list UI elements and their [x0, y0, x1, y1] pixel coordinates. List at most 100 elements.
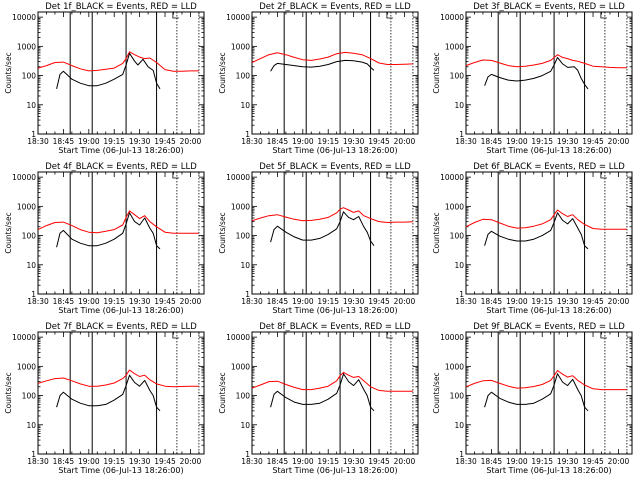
- y-tick-label: 10: [26, 101, 36, 110]
- plot-frame: [251, 11, 419, 135]
- events-series-line: [56, 212, 161, 250]
- x-tick-label: 18:30: [241, 457, 263, 466]
- x-tick-label: 19:30: [557, 457, 579, 466]
- marker-flag: [386, 332, 393, 339]
- events-series-line: [270, 211, 375, 246]
- y-tick-label: 100: [236, 232, 251, 241]
- panel-5: Det 5f_BLACK = Events, RED = LLD 1 10 100 10…: [218, 162, 419, 315]
- x-tick-label: 20:00: [180, 297, 202, 306]
- y-tick-label: 1: [31, 450, 36, 459]
- lld-series-line: [251, 51, 413, 65]
- x-tick-label: 19:15: [317, 297, 339, 306]
- x-tick-label: 18:30: [455, 137, 477, 146]
- y-tick-label: 10000: [226, 333, 250, 342]
- x-tick-label: 19:15: [531, 137, 553, 146]
- marker-flag: [172, 12, 179, 19]
- events-series-line: [484, 56, 589, 90]
- x-tick-label: 19:30: [343, 297, 365, 306]
- y-tick-label: 1000: [445, 362, 464, 371]
- x-tick-label: 20:00: [608, 457, 630, 466]
- x-tick-label: 18:45: [53, 457, 75, 466]
- events-series-line: [484, 373, 589, 412]
- lld-series-line: [465, 370, 627, 391]
- lld-series-line: [465, 209, 627, 230]
- y-tick-label: 1: [459, 290, 464, 299]
- x-tick-label: 18:30: [27, 457, 49, 466]
- x-tick-label: 19:30: [343, 137, 365, 146]
- x-tick-label: 19:15: [103, 297, 125, 306]
- events-series-line: [56, 374, 161, 412]
- y-tick-label: 1000: [231, 202, 250, 211]
- x-tick-label: 18:30: [455, 457, 477, 466]
- y-axis-label: Counts/sec: [218, 212, 227, 253]
- y-axis-label: Counts/sec: [4, 212, 13, 253]
- x-axis-label: Start Time (06-Jul-13 18:26:00): [58, 466, 183, 475]
- x-tick-label: 19:15: [103, 457, 125, 466]
- x-tick-label: 19:30: [557, 297, 579, 306]
- x-tick-label: 18:30: [455, 297, 477, 306]
- y-tick-label: 10: [454, 101, 464, 110]
- x-tick-label: 19:15: [317, 457, 339, 466]
- y-axis-label: Counts/sec: [432, 52, 441, 93]
- y-tick-label: 1000: [445, 202, 464, 211]
- marker-flag: [386, 12, 393, 19]
- panel-4: Det 4f_BLACK = Events, RED = LLD 1 10 100 10…: [4, 162, 205, 315]
- x-tick-label: 18:30: [241, 137, 263, 146]
- x-tick-label: 20:00: [394, 137, 416, 146]
- x-tick-label: 19:00: [292, 137, 314, 146]
- events-series-line: [484, 212, 589, 250]
- panel-1: Det 1f_BLACK = Events, RED = LLD 1 10 100 10…: [4, 2, 205, 155]
- y-axis-label: Counts/sec: [4, 372, 13, 413]
- x-tick-label: 19:30: [343, 457, 365, 466]
- x-tick-label: 19:00: [78, 297, 100, 306]
- x-tick-label: 18:30: [27, 137, 49, 146]
- lld-series-line: [37, 369, 199, 388]
- marker-flag: [386, 172, 393, 179]
- y-tick-label: 10: [240, 421, 250, 430]
- x-tick-label: 19:30: [557, 137, 579, 146]
- x-tick-label: 19:15: [531, 457, 553, 466]
- x-tick-label: 19:00: [292, 457, 314, 466]
- plot-frame: [465, 331, 633, 455]
- panel-title: Det 6f_BLACK = Events, RED = LLD: [473, 162, 625, 172]
- y-tick-label: 1: [459, 450, 464, 459]
- x-tick-label: 19:15: [531, 297, 553, 306]
- x-tick-label: 19:30: [129, 137, 151, 146]
- panel-title: Det 3f_BLACK = Events, RED = LLD: [473, 2, 625, 12]
- plot-frame: [37, 331, 205, 455]
- y-tick-label: 10000: [440, 13, 464, 22]
- x-axis-label: Start Time (06-Jul-13 18:26:00): [486, 146, 611, 155]
- panel-title: Det 5f_BLACK = Events, RED = LLD: [259, 162, 411, 172]
- y-tick-label: 100: [450, 72, 465, 81]
- lld-series-line: [37, 51, 199, 72]
- x-tick-label: 19:15: [103, 137, 125, 146]
- x-tick-label: 18:45: [481, 457, 503, 466]
- panel-9: Det 9f_BLACK = Events, RED = LLD 1 10 100 10…: [432, 322, 633, 475]
- y-axis-label: Counts/sec: [218, 372, 227, 413]
- x-tick-label: 19:00: [292, 297, 314, 306]
- x-tick-label: 19:45: [368, 297, 390, 306]
- marker-flag: [172, 332, 179, 339]
- lld-series-line: [251, 207, 413, 223]
- y-tick-label: 10: [454, 421, 464, 430]
- y-tick-label: 10000: [440, 333, 464, 342]
- y-axis-label: Counts/sec: [4, 52, 13, 93]
- y-tick-label: 10: [240, 261, 250, 270]
- marker-flag: [172, 172, 179, 179]
- panel-title: Det 1f_BLACK = Events, RED = LLD: [45, 2, 197, 12]
- x-tick-label: 19:45: [154, 457, 176, 466]
- panel-6: Det 6f_BLACK = Events, RED = LLD 1 10 100 10…: [432, 162, 633, 315]
- panel-7: Det 7f_BLACK = Events, RED = LLD 1 10 100 10…: [4, 322, 205, 475]
- plot-frame: [465, 171, 633, 295]
- x-tick-label: 20:00: [394, 457, 416, 466]
- panel-title: Det 9f_BLACK = Events, RED = LLD: [473, 322, 625, 332]
- y-tick-label: 100: [236, 72, 251, 81]
- y-tick-label: 10000: [226, 13, 250, 22]
- x-tick-label: 19:00: [78, 137, 100, 146]
- y-tick-label: 10: [26, 421, 36, 430]
- x-tick-label: 18:45: [267, 137, 289, 146]
- y-tick-label: 1: [459, 130, 464, 139]
- y-axis-label: Counts/sec: [432, 372, 441, 413]
- x-tick-label: 20:00: [608, 137, 630, 146]
- y-tick-label: 1000: [231, 42, 250, 51]
